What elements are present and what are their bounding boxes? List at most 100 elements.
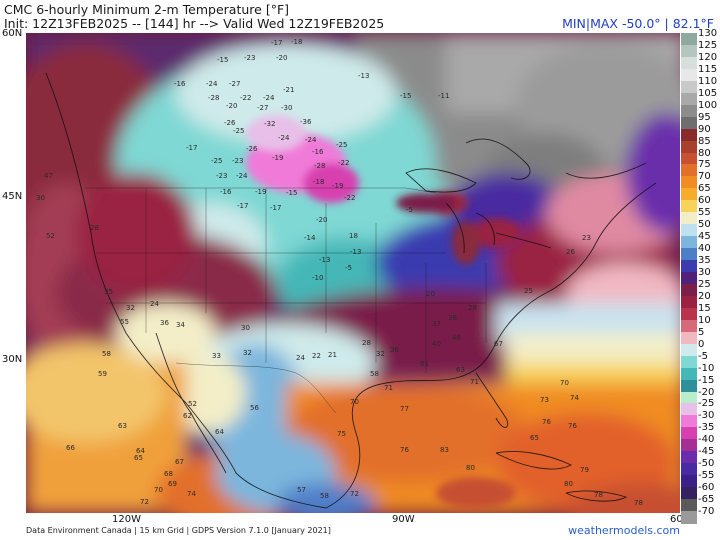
- temperature-value: -18: [313, 178, 324, 186]
- temperature-value: 37: [432, 320, 441, 328]
- colorbar-label: 20: [698, 290, 711, 302]
- temperature-value: -28: [314, 162, 325, 170]
- temperature-value: -17: [270, 204, 281, 212]
- colorbar-label: -50: [698, 458, 715, 470]
- temperature-value: 61: [420, 360, 429, 368]
- temperature-value: -20: [316, 216, 327, 224]
- colorbar-label: -5: [698, 350, 708, 362]
- colorbar-label: 5: [698, 326, 705, 338]
- colorbar-step: [681, 319, 697, 333]
- temperature-value: 26: [566, 248, 575, 256]
- colorbar-label: 60: [698, 195, 711, 207]
- temperature-value: -25: [336, 141, 347, 149]
- lat-label-30n: 30N: [2, 354, 23, 365]
- temperature-value: 22: [312, 352, 321, 360]
- temperature-value: 52: [46, 232, 55, 240]
- colorbar-step: [681, 463, 697, 476]
- colorbar-label: 95: [698, 111, 711, 123]
- colorbar-label: -35: [698, 422, 715, 434]
- temperature-value: 74: [570, 394, 579, 402]
- temperature-value: -32: [264, 120, 275, 128]
- temperature-value: -24: [305, 136, 317, 144]
- temperature-value: -15: [217, 56, 228, 64]
- colorbar-step: [681, 307, 697, 321]
- temperature-value: -22: [338, 159, 349, 167]
- temperature-value: 40: [432, 340, 441, 348]
- colorbar-label: 30: [698, 267, 711, 279]
- temperature-value: 65: [530, 434, 539, 442]
- lon-label-120w: 120W: [112, 514, 141, 525]
- temperature-value: 73: [540, 396, 549, 404]
- colorbar-step: [681, 367, 697, 381]
- colorbar-label: -15: [698, 374, 715, 386]
- colorbar-step: [681, 427, 697, 440]
- coastlines: [45, 72, 657, 509]
- temperature-value: 52: [188, 400, 197, 408]
- colorbar-step: [681, 128, 697, 142]
- colorbar-label: 110: [698, 75, 718, 87]
- temperature-value: -20: [276, 54, 287, 62]
- temperature-value: 77: [400, 405, 409, 413]
- temperature-value: 21: [328, 351, 337, 359]
- colorbar-label: 45: [698, 231, 711, 243]
- temperature-value: -15: [400, 92, 411, 100]
- colorbar-label: -25: [698, 398, 715, 410]
- colorbar-step: [681, 379, 697, 393]
- colorbar-step: [681, 283, 697, 297]
- colorbar-step: [681, 104, 697, 118]
- init-valid-line: Init: 12Z13FEB2025 -- [144] hr --> Valid…: [4, 16, 385, 31]
- colorbar-label: 120: [698, 51, 718, 63]
- colorbar-step: [681, 188, 697, 201]
- temperature-map: -17 -18 -15 -23 -20 -13 -16 -24 -27 -21 -28 -22 -24-…: [26, 33, 680, 513]
- temperature-value: 68: [164, 470, 173, 478]
- min-max-readout: MIN|MAX -50.0° | 82.1°F: [562, 16, 714, 31]
- colorbar-step: [681, 212, 697, 225]
- temperature-value: 56: [250, 404, 259, 412]
- colorbar-label: -10: [698, 362, 715, 374]
- colorbar-label: 70: [698, 171, 711, 183]
- temperature-value: -24: [206, 80, 218, 88]
- temperature-value: -19: [272, 154, 283, 162]
- colorbar-label: -65: [698, 494, 715, 506]
- temperature-value: -19: [255, 188, 266, 196]
- colorbar-step: [681, 44, 697, 58]
- brand-link[interactable]: weathermodels.com: [568, 524, 680, 537]
- temperature-value: -22: [240, 94, 251, 102]
- temperature-value: 32: [126, 304, 135, 312]
- temperature-value: 30: [241, 324, 250, 332]
- temperature-value: -17: [271, 39, 282, 47]
- colorbar-step: [681, 164, 697, 177]
- colorbar-label: 100: [698, 99, 718, 111]
- temperature-value: 34: [176, 321, 185, 329]
- colorbar-step: [681, 451, 697, 464]
- colorbar-label: 10: [698, 314, 711, 326]
- temperature-value: -14: [304, 234, 316, 242]
- colorbar: [681, 33, 697, 524]
- temperature-value: 63: [456, 366, 465, 374]
- temperature-value: -13: [319, 256, 330, 264]
- temperature-value: 74: [187, 490, 196, 498]
- temperature-value: -17: [237, 202, 248, 210]
- colorbar-label: 105: [698, 87, 718, 99]
- colorbar-label: 50: [698, 219, 711, 231]
- temperature-value: -27: [229, 80, 240, 88]
- temperature-value: -30: [281, 104, 292, 112]
- temperature-value: 24: [150, 300, 159, 308]
- temperature-value: 80: [466, 464, 475, 472]
- temperature-value: -20: [226, 102, 237, 110]
- value-labels: -17 -18-15 -23 -20-13-16 -24 -27-21-28 -22 -24-…: [36, 38, 643, 507]
- temperature-value: 23: [582, 234, 591, 242]
- temperature-value: -23: [216, 172, 227, 180]
- colorbar-step: [681, 140, 697, 154]
- temperature-value: -19: [332, 182, 343, 190]
- temperature-value: 20: [426, 290, 435, 298]
- colorbar-label: 115: [698, 63, 718, 75]
- temperature-value: -16: [174, 80, 186, 88]
- temperature-value: -26: [246, 145, 258, 153]
- temperature-value: 71: [384, 384, 393, 392]
- temperature-value: 67: [494, 340, 503, 348]
- temperature-value: -16: [220, 188, 232, 196]
- colorbar-step: [681, 200, 697, 213]
- colorbar-label: -45: [698, 446, 715, 458]
- colorbar-step: [681, 224, 697, 237]
